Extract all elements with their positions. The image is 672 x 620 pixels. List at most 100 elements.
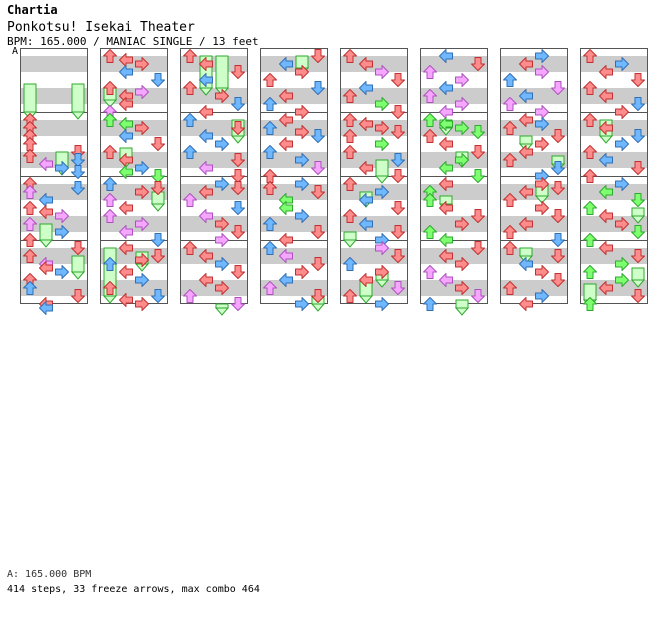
step-arrow-down xyxy=(119,165,133,179)
arrow-shape xyxy=(375,97,389,111)
arrow-shape xyxy=(535,289,549,303)
arrow-shape xyxy=(55,209,69,223)
arrow-shape xyxy=(631,249,645,263)
arrow-shape xyxy=(439,81,453,95)
step-arrow-right xyxy=(71,153,85,167)
step-arrow-down xyxy=(359,81,373,95)
arrow-shape xyxy=(39,261,53,275)
arrow-shape xyxy=(359,217,373,231)
step-arrow-right xyxy=(311,257,325,271)
arrow-shape xyxy=(343,209,357,223)
step-arrow-left xyxy=(503,193,517,207)
arrow-shape xyxy=(295,265,309,279)
arrow-shape xyxy=(215,177,229,191)
arrow-shape xyxy=(375,265,389,279)
arrow-shape xyxy=(151,169,165,183)
arrow-shape xyxy=(263,241,277,255)
beat-band xyxy=(340,88,408,104)
arrow-shape xyxy=(471,125,485,139)
beat-band xyxy=(100,56,168,72)
arrow-shape xyxy=(151,233,165,247)
step-arrow-right xyxy=(551,129,565,143)
step-arrow-down xyxy=(519,89,533,103)
step-arrow-left xyxy=(423,65,437,79)
step-arrow-left xyxy=(583,49,597,63)
arrow-shape xyxy=(215,137,229,151)
arrow-shape xyxy=(199,161,213,175)
step-arrow-right xyxy=(471,289,485,303)
arrow-shape xyxy=(119,201,133,215)
arrow-shape xyxy=(311,185,325,199)
step-arrow-up xyxy=(295,125,309,139)
step-arrow-right xyxy=(231,297,245,311)
arrow-shape xyxy=(311,161,325,175)
step-arrow-right xyxy=(631,249,645,263)
beat-band xyxy=(420,152,488,168)
step-arrow-right xyxy=(631,289,645,303)
arrow-shape xyxy=(599,121,613,135)
step-arrow-right xyxy=(471,241,485,255)
arrow-shape xyxy=(231,97,245,111)
arrow-shape xyxy=(391,153,405,167)
step-arrow-up xyxy=(295,65,309,79)
beat-band xyxy=(20,120,88,136)
arrow-shape xyxy=(135,217,149,231)
step-arrow-right xyxy=(151,249,165,263)
beat-band xyxy=(180,216,248,232)
step-arrow-down xyxy=(199,129,213,143)
arrow-shape xyxy=(375,185,389,199)
step-arrow-left xyxy=(263,281,277,295)
arrow-shape xyxy=(471,57,485,71)
step-arrow-left xyxy=(183,289,197,303)
step-arrow-down xyxy=(279,249,293,263)
step-arrow-right xyxy=(391,125,405,139)
step-arrow-left xyxy=(183,81,197,95)
beat-band xyxy=(20,56,88,72)
step-arrow-right xyxy=(391,73,405,87)
arrow-shape xyxy=(583,233,597,247)
step-arrow-right xyxy=(231,265,245,279)
arrow-shape xyxy=(55,225,69,239)
arrow-shape xyxy=(615,257,629,271)
arrow-shape xyxy=(183,113,197,127)
step-arrow-right xyxy=(471,57,485,71)
step-arrow-up xyxy=(55,209,69,223)
arrow-shape xyxy=(135,161,149,175)
step-arrow-up xyxy=(295,265,309,279)
beat-band xyxy=(500,248,568,264)
arrow-shape xyxy=(439,201,453,215)
step-arrow-down xyxy=(599,65,613,79)
arrow-shape xyxy=(519,217,533,231)
arrow-shape xyxy=(631,193,645,207)
step-arrow-down xyxy=(439,201,453,215)
step-arrow-left xyxy=(23,185,37,199)
arrow-shape xyxy=(519,145,533,159)
step-arrow-right xyxy=(311,49,325,63)
beat-band xyxy=(580,280,648,296)
step-arrow-up xyxy=(615,177,629,191)
arrow-shape xyxy=(279,113,293,127)
step-arrow-up xyxy=(455,73,469,87)
arrow-shape xyxy=(583,297,597,311)
arrow-shape xyxy=(199,209,213,223)
step-arrow-down xyxy=(519,297,533,311)
arrow-shape xyxy=(519,297,533,311)
step-arrow-right xyxy=(231,153,245,167)
chart-stats: 414 steps, 33 freeze arrows, max combo 4… xyxy=(7,584,260,595)
step-arrow-down xyxy=(439,273,453,287)
beat-band xyxy=(180,88,248,104)
step-arrow-up xyxy=(295,297,309,311)
arrow-shape xyxy=(535,177,549,191)
arrow-shape xyxy=(311,81,325,95)
arrow-shape xyxy=(583,201,597,215)
arrow-shape xyxy=(135,253,149,267)
arrow-shape xyxy=(519,257,533,271)
step-arrow-right xyxy=(551,233,565,247)
beat-band xyxy=(580,120,648,136)
step-arrow-left xyxy=(583,297,597,311)
step-arrow-up xyxy=(375,265,389,279)
freeze-tail xyxy=(150,203,166,212)
chart-meta: BPM: 165.000 / MANIAC SINGLE / 13 feet xyxy=(7,35,259,48)
beat-band xyxy=(180,248,248,264)
freeze-tail xyxy=(534,195,550,204)
